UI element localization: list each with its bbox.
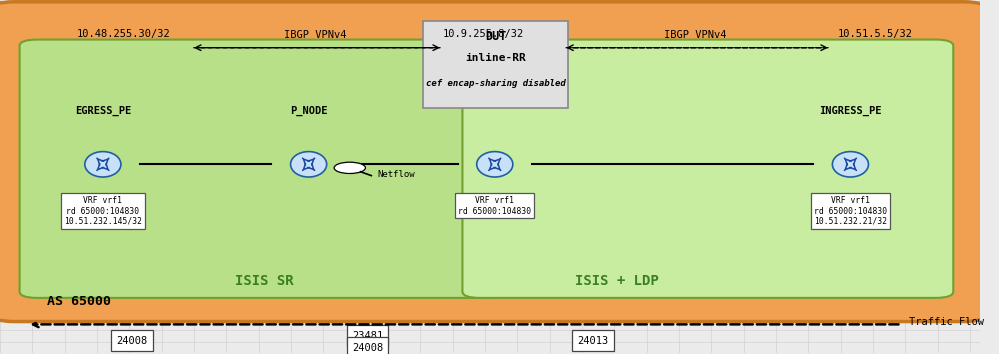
Text: 23481: 23481 xyxy=(352,331,383,341)
FancyBboxPatch shape xyxy=(0,2,988,321)
Text: IBGP VPNv4: IBGP VPNv4 xyxy=(285,30,347,40)
FancyBboxPatch shape xyxy=(463,40,953,298)
Text: inline-RR: inline-RR xyxy=(466,53,526,63)
Text: 10.48.255.30/32: 10.48.255.30/32 xyxy=(76,29,170,39)
Text: P_NODE: P_NODE xyxy=(290,105,328,115)
Text: ISIS + LDP: ISIS + LDP xyxy=(575,274,659,288)
Ellipse shape xyxy=(832,152,868,177)
Text: ISIS SR: ISIS SR xyxy=(235,274,294,288)
Text: 24008: 24008 xyxy=(352,343,383,353)
Text: VRF vrf1
rd 65000:104830
10.51.232.145/32: VRF vrf1 rd 65000:104830 10.51.232.145/3… xyxy=(64,196,142,226)
Text: EGRESS_PE: EGRESS_PE xyxy=(75,105,131,115)
Text: 24013: 24013 xyxy=(577,336,608,346)
Ellipse shape xyxy=(477,152,512,177)
Text: 24008: 24008 xyxy=(117,336,148,346)
Text: cef encap-sharing disabled: cef encap-sharing disabled xyxy=(426,79,565,88)
Text: VRF vrf1
rd 65000:104830: VRF vrf1 rd 65000:104830 xyxy=(459,196,531,216)
Ellipse shape xyxy=(85,152,121,177)
Text: Traffic Flow: Traffic Flow xyxy=(909,316,984,326)
FancyBboxPatch shape xyxy=(20,40,510,298)
Text: VRF vrf1
rd 65000:104830
10.51.232.21/32: VRF vrf1 rd 65000:104830 10.51.232.21/32 xyxy=(814,196,887,226)
Text: DUT: DUT xyxy=(486,30,506,43)
Circle shape xyxy=(334,162,366,173)
Ellipse shape xyxy=(291,152,327,177)
Text: INGRESS_PE: INGRESS_PE xyxy=(819,105,882,115)
Text: IBGP VPNv4: IBGP VPNv4 xyxy=(664,30,727,40)
Text: Netflow: Netflow xyxy=(378,170,415,179)
Text: 10.51.5.5/32: 10.51.5.5/32 xyxy=(838,29,913,39)
Text: 10.9.255.8/32: 10.9.255.8/32 xyxy=(443,29,524,39)
Text: AS 65000: AS 65000 xyxy=(47,295,111,308)
FancyBboxPatch shape xyxy=(424,21,568,108)
